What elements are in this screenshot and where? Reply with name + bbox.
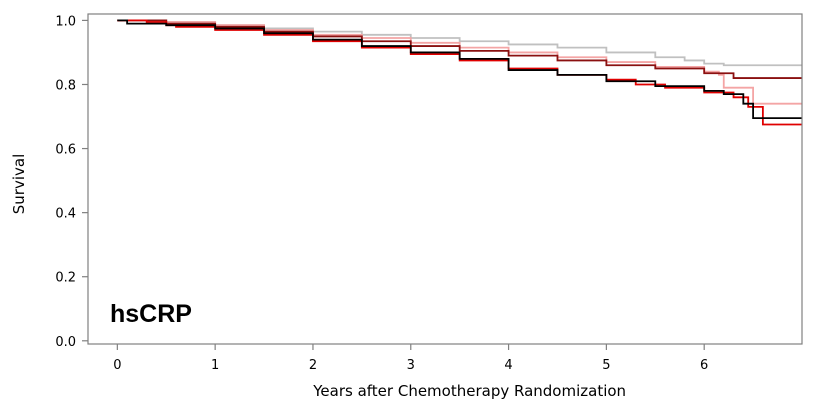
- x-tick-label-6: 6: [700, 358, 708, 373]
- x-tick-label-2: 2: [309, 358, 317, 373]
- series-layer: [117, 19, 802, 126]
- y-tick-label-4: 0.8: [55, 78, 76, 93]
- y-axis-title: Survival: [10, 154, 28, 214]
- y-tick-label-2: 0.4: [55, 207, 76, 222]
- x-tick-label-3: 3: [407, 358, 415, 373]
- x-tick-label-0: 0: [113, 358, 121, 373]
- x-axis-title: Years after Chemotherapy Randomization: [312, 382, 626, 400]
- y-tick-label-1: 0.2: [55, 271, 76, 286]
- survival-curve-3: [117, 19, 802, 79]
- survival-curve-4: [117, 19, 802, 126]
- panel-label: hsCRP: [110, 300, 192, 328]
- x-tick-label-5: 5: [602, 358, 610, 373]
- y-tick-label-0: 0.0: [55, 335, 76, 350]
- plot-frame: [87, 13, 803, 345]
- axis-layer: 0 1 2 3 4 5 6 0.0 0.2 0.4 0.6 0.8 1.0: [55, 14, 708, 373]
- survival-curve-5: [117, 19, 802, 120]
- x-tick-label-4: 4: [504, 358, 512, 373]
- y-tick-label-5: 1.0: [55, 14, 76, 29]
- x-tick-label-1: 1: [211, 358, 219, 373]
- y-tick-label-3: 0.6: [55, 143, 76, 158]
